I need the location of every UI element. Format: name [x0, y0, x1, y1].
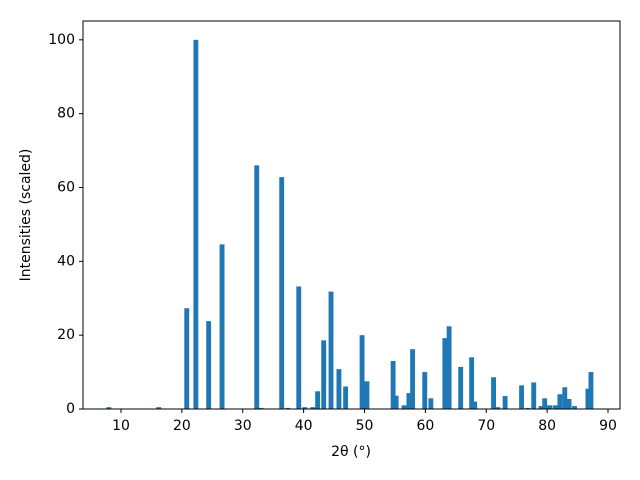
bar: [328, 291, 334, 409]
x-tick-label: 70: [477, 418, 495, 434]
bar: [359, 335, 365, 409]
x-tick-label: 10: [112, 418, 130, 434]
y-axis-label: Intensities (scaled): [18, 149, 34, 282]
bar: [557, 394, 563, 409]
bar: [406, 393, 412, 409]
bar: [321, 340, 327, 409]
bar: [446, 326, 452, 409]
bar: [393, 395, 399, 409]
x-tick-label: 80: [538, 418, 556, 434]
bar: [458, 366, 464, 409]
bar: [588, 372, 594, 409]
y-tick-label: 40: [57, 253, 75, 269]
bar: [390, 361, 396, 409]
bar: [254, 165, 260, 409]
bar: [538, 406, 544, 409]
bar: [469, 357, 475, 409]
bar: [156, 407, 162, 409]
bar: [422, 372, 428, 409]
plot-frame: [82, 20, 621, 410]
y-tick-label: 0: [66, 401, 75, 417]
bar: [552, 405, 558, 409]
x-tick-label: 20: [173, 418, 191, 434]
y-tick-label: 80: [57, 106, 75, 122]
bar: [296, 286, 302, 409]
bar: [106, 407, 112, 409]
bar: [495, 407, 501, 409]
x-tick-label: 50: [356, 418, 374, 434]
bar: [364, 381, 370, 409]
bar: [343, 386, 349, 409]
x-tick-label: 90: [599, 418, 617, 434]
bar: [547, 405, 552, 409]
bar: [566, 399, 572, 409]
bar: [310, 407, 316, 409]
x-tick-label: 60: [416, 418, 434, 434]
bar: [562, 387, 568, 409]
bar: [410, 349, 416, 409]
y-tick-label: 100: [48, 32, 75, 48]
y-tick-label: 20: [57, 327, 75, 343]
bar: [491, 377, 496, 409]
bar: [184, 308, 190, 409]
bar: [502, 396, 508, 409]
bar: [572, 406, 577, 409]
bar: [428, 398, 434, 409]
bar: [531, 382, 537, 409]
bar: [285, 407, 291, 409]
bar: [219, 244, 225, 409]
bar: [519, 385, 524, 409]
bar: [472, 401, 478, 409]
bar: [585, 388, 591, 409]
bar: [401, 405, 407, 409]
bar: [258, 407, 264, 409]
x-axis-label: 2θ (°): [331, 444, 371, 460]
x-tick-label: 40: [295, 418, 313, 434]
bar: [542, 398, 548, 409]
bar: [193, 39, 199, 409]
bar: [525, 407, 531, 409]
bar: [336, 369, 342, 409]
bar: [302, 407, 308, 409]
y-tick-label: 60: [57, 179, 75, 195]
bar: [279, 177, 285, 409]
bar: [315, 391, 321, 409]
bar: [442, 338, 448, 409]
x-tick-label: 30: [234, 418, 252, 434]
bar: [206, 321, 212, 409]
